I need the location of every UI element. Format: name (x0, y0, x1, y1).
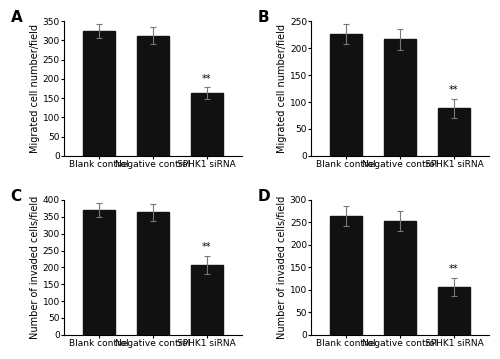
Bar (190, 93, 223, 156)
Bar (136, 36, 169, 156)
Text: **: ** (449, 264, 458, 274)
Bar (438, 108, 470, 156)
Bar (330, 34, 362, 156)
Text: **: ** (202, 74, 211, 84)
Text: C: C (10, 189, 22, 204)
Bar (83, 210, 115, 335)
Text: **: ** (202, 242, 211, 252)
Bar (330, 216, 362, 335)
Bar (438, 286, 470, 335)
Bar (384, 221, 416, 335)
Y-axis label: Migrated cell number/field: Migrated cell number/field (30, 24, 40, 153)
Bar (83, 31, 115, 156)
Bar (190, 265, 223, 335)
Text: B: B (258, 10, 270, 25)
Text: A: A (10, 10, 22, 25)
Y-axis label: Number of invaded cells/field: Number of invaded cells/field (30, 196, 40, 339)
Bar (136, 213, 169, 335)
Y-axis label: Number of invaded cells/field: Number of invaded cells/field (277, 196, 287, 339)
Y-axis label: Migrated cell number/field: Migrated cell number/field (277, 24, 287, 153)
Text: D: D (258, 189, 270, 204)
Bar (384, 39, 416, 156)
Text: **: ** (449, 85, 458, 95)
